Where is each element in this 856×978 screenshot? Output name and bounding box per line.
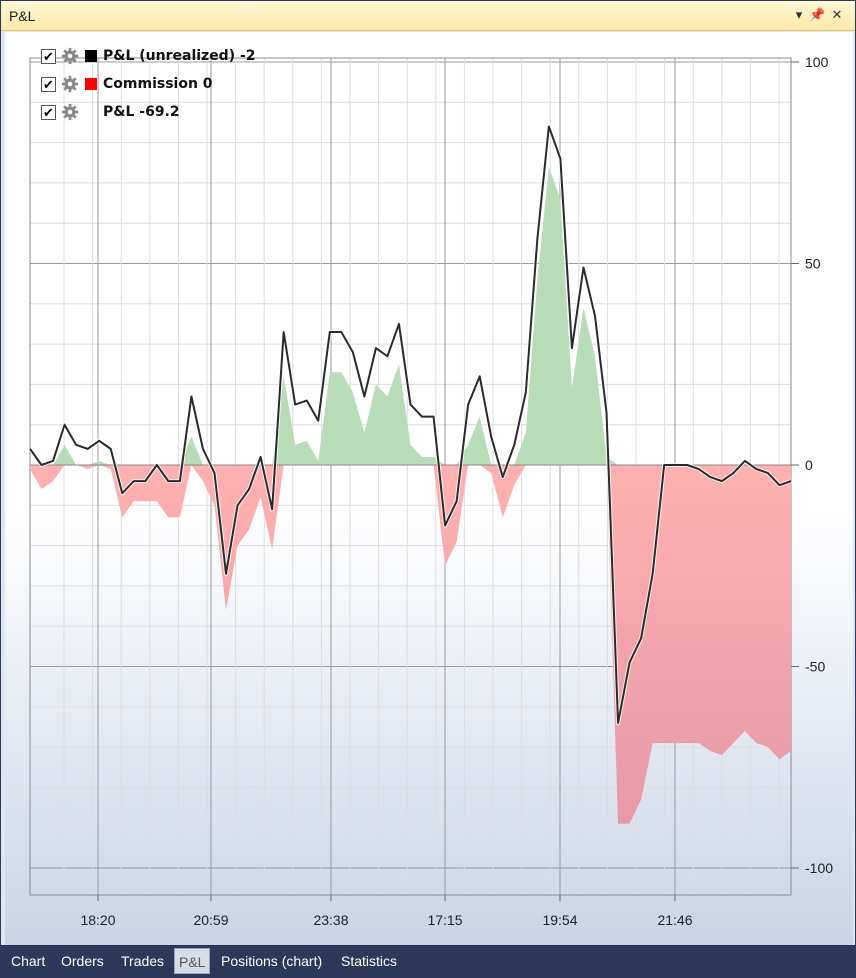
legend-swatch bbox=[85, 106, 97, 118]
x-tick-label: 23:38 bbox=[313, 912, 348, 928]
legend-swatch bbox=[85, 50, 97, 62]
x-tick-label: 19:54 bbox=[542, 912, 577, 928]
y-tick-label: 50 bbox=[805, 256, 821, 272]
legend-label: P&L (unrealized) -2 bbox=[103, 48, 256, 64]
x-tick-label: 17:15 bbox=[427, 912, 462, 928]
legend-item-unrealized: ✔ P&L (unrealized) -2 bbox=[35, 42, 256, 70]
legend-swatch bbox=[85, 78, 97, 90]
chart-legend: ✔ P&L (unrealized) -2 ✔ Commission 0 ✔ P… bbox=[35, 42, 256, 126]
legend-label: Commission 0 bbox=[103, 76, 213, 92]
gear-icon[interactable] bbox=[61, 47, 79, 65]
gear-icon[interactable] bbox=[61, 103, 79, 121]
tab-trades[interactable]: Trades bbox=[121, 953, 165, 969]
tab-pnl[interactable]: P&L bbox=[174, 948, 211, 974]
pnl-chart[interactable]: 100 50 0 -50 -100 18:20 20:59 23:38 17:15 19:54 21… bbox=[1, 1, 856, 947]
bottom-tab-bar: Chart Orders Trades P&L Positions (chart… bbox=[0, 946, 856, 978]
pin-icon[interactable]: 📌 bbox=[809, 7, 826, 22]
window-title: P&L bbox=[9, 8, 36, 24]
legend-checkbox[interactable]: ✔ bbox=[41, 76, 56, 92]
pnl-area bbox=[30, 166, 791, 824]
close-icon[interactable]: ✕ bbox=[831, 7, 843, 22]
pnl-positive-area bbox=[30, 166, 791, 465]
tab-chart[interactable]: Chart bbox=[11, 953, 46, 969]
y-tick-label: 100 bbox=[805, 54, 829, 70]
line-unrealized bbox=[29, 125, 792, 724]
tab-positions-chart[interactable]: Positions (chart) bbox=[221, 953, 323, 969]
x-tick-label: 20:59 bbox=[193, 912, 228, 928]
legend-label: P&L -69.2 bbox=[103, 104, 180, 120]
legend-checkbox[interactable]: ✔ bbox=[41, 104, 56, 120]
tab-orders[interactable]: Orders bbox=[61, 953, 104, 969]
pnl-unrealized-line bbox=[28, 124, 792, 725]
x-tick-label: 18:20 bbox=[80, 912, 115, 928]
pnl-negative-area bbox=[30, 465, 791, 824]
chart-axes: 100 50 0 -50 -100 18:20 20:59 23:38 17:15 19:54 21… bbox=[80, 54, 833, 928]
legend-item-commission: ✔ Commission 0 bbox=[35, 70, 256, 98]
legend-item-pnl: ✔ P&L -69.2 bbox=[35, 98, 256, 126]
legend-checkbox[interactable]: ✔ bbox=[41, 48, 56, 64]
title-bar: P&L ▾ 📌 ✕ bbox=[1, 1, 855, 31]
gear-icon[interactable] bbox=[61, 75, 79, 93]
chevron-down-icon[interactable]: ▾ bbox=[795, 7, 803, 22]
y-tick-label: 0 bbox=[805, 457, 813, 473]
y-tick-label: -100 bbox=[805, 860, 833, 876]
tab-statistics[interactable]: Statistics bbox=[341, 953, 398, 969]
pnl-window: P&L ▾ 📌 ✕ 100 50 0 -50 -100 18:20 20:59 23:38 17… bbox=[0, 0, 856, 946]
y-tick-label: -50 bbox=[805, 659, 825, 675]
x-tick-label: 21:46 bbox=[657, 912, 692, 928]
